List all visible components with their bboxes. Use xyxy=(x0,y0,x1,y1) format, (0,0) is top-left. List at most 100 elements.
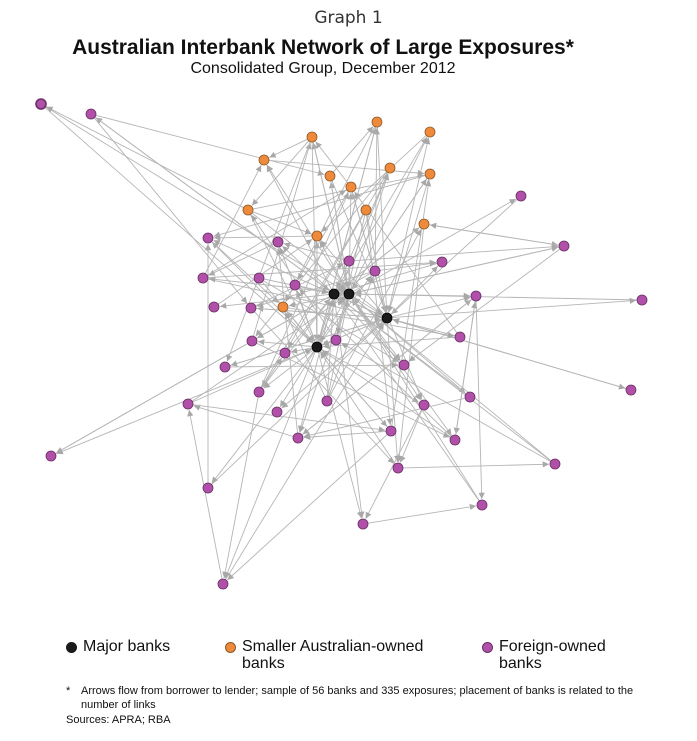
footnote-text: Arrows flow from borrower to lender; sam… xyxy=(81,685,634,711)
foreign-bank-node xyxy=(343,255,355,267)
foreign-bank-node xyxy=(279,347,291,359)
bank-nodes xyxy=(35,98,648,590)
legend-major-label: Major banks xyxy=(83,638,171,655)
smaller-bank-node xyxy=(424,126,436,138)
foreign-bank-node xyxy=(357,518,369,530)
foreign-bank-node xyxy=(369,265,381,277)
exposure-arrow xyxy=(366,214,393,426)
exposure-arrow xyxy=(340,342,551,462)
smaller-bank-node xyxy=(360,204,372,216)
exposure-arrow xyxy=(257,339,313,347)
smaller-bank-node xyxy=(424,168,436,180)
exposure-arrow xyxy=(402,461,550,469)
foreign-bank-node xyxy=(418,399,430,411)
chart-subtitle: Consolidated Group, December 2012 xyxy=(190,60,456,77)
exposure-arrow xyxy=(251,214,334,337)
exposure-arrow xyxy=(227,434,388,581)
legend-smaller-banks: Smaller Australian-owned banks xyxy=(225,638,423,672)
exposure-arrow xyxy=(390,265,439,315)
exposure-arrow xyxy=(366,214,388,313)
foreign-bank-node xyxy=(321,395,333,407)
smaller-bank-node xyxy=(418,218,430,230)
exposure-arrow xyxy=(211,321,383,485)
exposure-arrow xyxy=(319,298,347,343)
foreign-bank-node xyxy=(449,434,461,446)
exposure-arrow xyxy=(213,234,313,241)
legend-foreign-banks: Foreign-owned banks xyxy=(482,638,606,672)
foreign-bank-node xyxy=(636,294,648,306)
foreign-bank-node xyxy=(182,398,194,410)
foreign-bank-node xyxy=(436,256,448,268)
exposure-arrow xyxy=(351,178,427,291)
smaller-bank-node xyxy=(311,230,323,242)
exposure-arrow xyxy=(266,165,333,290)
exposure-arrow xyxy=(351,297,401,361)
exposure-arrow xyxy=(354,191,458,334)
exposure-arrow xyxy=(354,246,560,295)
exposure-arrow xyxy=(290,347,313,354)
exposure-arrow xyxy=(392,318,456,337)
exposure-arrow xyxy=(287,298,331,350)
major-bank-node xyxy=(311,341,323,353)
exposure-arrow xyxy=(321,349,419,403)
exposure-arrow xyxy=(335,214,366,335)
foreign-bank-node xyxy=(454,331,466,343)
exposure-arrow xyxy=(334,298,365,519)
foreign-bank-node xyxy=(271,406,283,418)
exposure-arrow xyxy=(319,350,388,427)
exposure-arrow xyxy=(303,430,387,441)
smaller-bank-node xyxy=(345,181,357,193)
exposure-arrow xyxy=(192,404,386,433)
exposure-arrow xyxy=(211,241,279,304)
major-bank-node xyxy=(343,288,355,300)
smaller-bank-node xyxy=(371,116,383,128)
exposure-arrow xyxy=(391,295,471,318)
exposure-arrow xyxy=(287,307,455,339)
foreign-bank-node xyxy=(219,361,231,373)
exposure-arrow xyxy=(339,262,438,294)
exposure-arrow xyxy=(207,189,347,276)
foreign-bank-node xyxy=(289,279,301,291)
exposure-arrow xyxy=(279,351,315,408)
foreign-bank-node xyxy=(245,302,257,314)
foreign-bank-node xyxy=(197,272,209,284)
exposure-arrow xyxy=(211,350,315,484)
major-bank-node xyxy=(381,312,393,324)
foreign-bank-marker-icon xyxy=(482,642,493,653)
exposure-arrow xyxy=(337,298,480,502)
legend-smaller-label: Smaller Australian-owned banks xyxy=(242,638,424,672)
exposure-arrow xyxy=(319,351,396,465)
smaller-bank-node xyxy=(277,301,289,313)
exposure-arrow xyxy=(187,409,223,580)
graph-number-label: Graph 1 xyxy=(314,8,383,28)
exposure-arrow xyxy=(226,141,311,362)
foreign-bank-node xyxy=(392,462,404,474)
exposure-arrow xyxy=(44,106,313,344)
foreign-bank-node xyxy=(558,240,570,252)
exposure-arrow xyxy=(287,214,364,349)
exposure-arrow xyxy=(365,409,423,519)
foreign-bank-node xyxy=(246,335,258,347)
exposure-arrow xyxy=(45,106,345,292)
foreign-bank-node xyxy=(476,499,488,511)
exposure-arrow xyxy=(251,140,310,206)
exposure-arrow xyxy=(373,127,380,267)
exposure-arrow xyxy=(387,178,430,313)
exposure-edges xyxy=(44,106,638,581)
legend-foreign-label: Foreign-owned banks xyxy=(499,638,606,672)
exposure-arrow xyxy=(351,297,421,401)
exposure-arrow xyxy=(353,243,559,262)
foreign-bank-node xyxy=(292,432,304,444)
exposure-arrow xyxy=(95,114,325,176)
foreign-bank-node xyxy=(35,98,47,110)
exposure-arrow xyxy=(285,126,376,302)
exposure-arrow xyxy=(302,298,473,435)
foreign-bank-node xyxy=(625,384,637,396)
exposure-arrow xyxy=(276,247,298,434)
foreign-bank-node xyxy=(85,108,97,120)
exposure-arrow xyxy=(376,126,390,313)
footnote-mark: * xyxy=(66,685,71,697)
major-bank-marker-icon xyxy=(66,642,77,653)
exposure-arrow xyxy=(326,299,337,397)
foreign-bank-node xyxy=(202,232,214,244)
